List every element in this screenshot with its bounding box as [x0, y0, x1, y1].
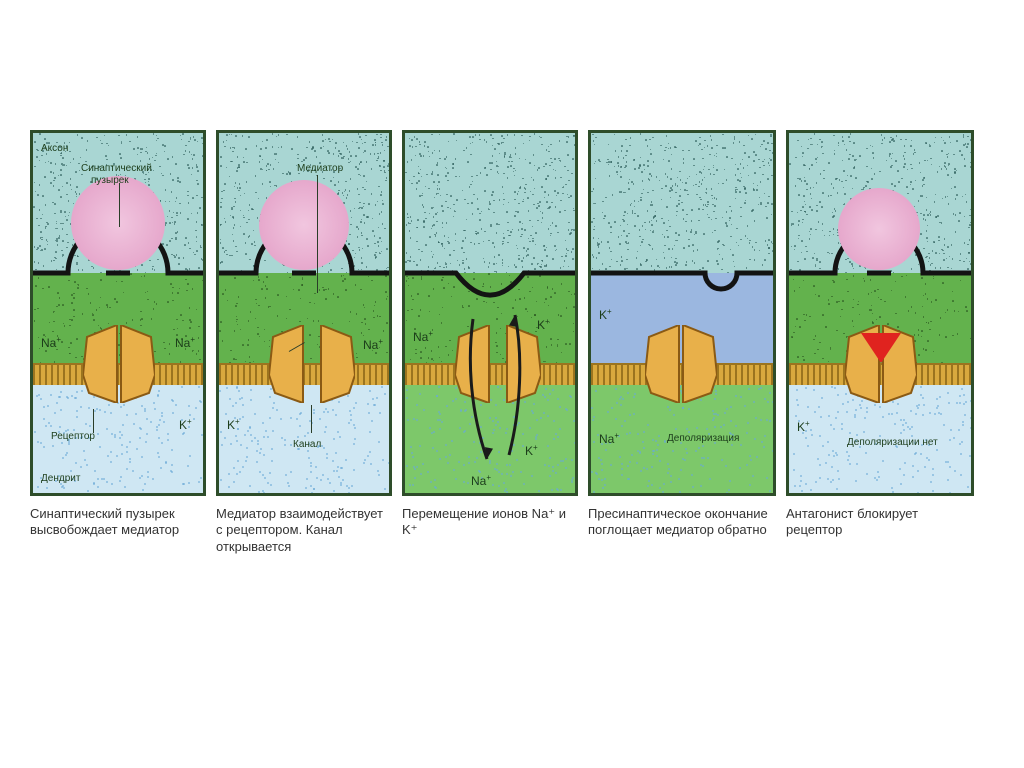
neurotransmitter — [330, 286, 348, 304]
neurotransmitter — [62, 282, 80, 300]
neurotransmitter — [815, 331, 831, 347]
neurotransmitter-vesicle — [880, 228, 894, 242]
neurotransmitter — [804, 294, 822, 312]
neurotransmitter-vesicle — [113, 243, 129, 259]
neurotransmitter-vesicle — [130, 244, 144, 258]
diagram-label: пузырек — [91, 175, 129, 186]
panel-frame: Аксон Синаптическийпузырек Na+ Na+ Рецептор K… — [30, 130, 206, 496]
neurotransmitter-vesicle — [95, 243, 111, 259]
diagram-label: Канал — [293, 439, 321, 450]
neurotransmitter — [826, 312, 844, 330]
receptor-channel — [269, 325, 355, 403]
neurotransmitter — [250, 284, 268, 302]
synaptic-vesicle-large — [674, 148, 744, 218]
neurotransmitter-vesicle — [316, 242, 330, 256]
diagram-label: Аксон — [41, 143, 68, 154]
panel-frame: K+ Na+ Деполяризация — [588, 130, 776, 496]
panel-frame: K+ Деполяризации нет — [786, 130, 974, 496]
synapse-diagram: Аксон Синаптическийпузырек Na+ Na+ Рецептор K… — [30, 130, 994, 555]
diagram-label: K+ — [599, 307, 612, 322]
neurotransmitter-vesicle — [872, 242, 886, 256]
neurotransmitter-vesicle — [848, 226, 862, 240]
neurotransmitter-vesicle — [102, 220, 120, 238]
diagram-label: Na+ — [41, 335, 61, 350]
diagram-label: Медиатор — [297, 163, 343, 174]
diagram-label: Рецептор — [51, 431, 95, 442]
diagram-label: Na+ — [413, 329, 433, 344]
panel-caption: Синаптический пузырек высвобождает медиа… — [30, 506, 200, 539]
diagram-label: Синаптический — [81, 163, 152, 174]
diagram-label: Na+ — [363, 337, 383, 352]
diagram-label: Na+ — [175, 335, 195, 350]
panel-caption: Пресинаптическое окончание поглощает мед… — [588, 506, 768, 539]
neurotransmitter — [677, 283, 697, 303]
neurotransmitter — [898, 300, 916, 318]
panel-frame: Медиатор Na+ K+ Канал — [216, 130, 392, 496]
panel-p4: K+ Na+ Деполяризация Пресинаптическое оконч… — [588, 130, 770, 539]
panel-p5: K+ Деполяризации нет Антагонист блокирует … — [786, 130, 968, 539]
receptor-channel — [645, 325, 717, 403]
neurotransmitter-vesicle — [84, 256, 98, 270]
neurotransmitter-vesicle — [863, 219, 879, 235]
neurotransmitter-vesicle — [273, 235, 289, 251]
panel-caption: Медиатор взаимодействует с рецептором. К… — [216, 506, 386, 555]
panel-caption: Перемещение ионов Na⁺ и K⁺ — [402, 506, 572, 539]
receptor-channel — [83, 325, 155, 403]
diagram-label: K+ — [525, 443, 538, 458]
neurotransmitter-vesicle — [120, 258, 134, 272]
neurotransmitter-vesicle — [854, 242, 868, 256]
diagram-label: K+ — [227, 417, 240, 432]
diagram-label: Na+ — [599, 431, 619, 446]
neurotransmitter — [874, 290, 892, 308]
panel-p1: Аксон Синаптическийпузырек Na+ Na+ Рецептор K… — [30, 130, 200, 539]
neurotransmitter-vesicle — [297, 229, 313, 245]
diagram-label: Дендрит — [41, 473, 80, 484]
neurotransmitter-vesicle — [863, 257, 875, 269]
diagram-label: K+ — [179, 417, 192, 432]
diagram-label: Деполяризация — [667, 433, 739, 444]
panel-caption: Антагонист блокирует рецептор — [786, 506, 966, 539]
panel-frame: Na+ K+ K+ Na+ — [402, 130, 578, 496]
diagram-label: K+ — [537, 317, 550, 332]
neurotransmitter-vesicle — [102, 258, 116, 272]
neurotransmitter-vesicle — [85, 227, 101, 243]
neurotransmitter — [922, 290, 940, 308]
diagram-label: Деполяризации нет — [847, 437, 938, 448]
panel-p3: Na+ K+ K+ Na+ Перемещение ионов Na⁺ и K⁺ — [402, 130, 572, 539]
neurotransmitter — [55, 309, 71, 325]
neurotransmitter-vesicle — [889, 241, 901, 253]
diagram-label: Na+ — [471, 473, 491, 488]
neurotransmitter — [90, 300, 108, 318]
neurotransmitter — [703, 295, 723, 315]
neurotransmitter — [931, 321, 947, 337]
antagonist-blocker — [861, 333, 901, 363]
neurotransmitter — [118, 286, 136, 304]
neurotransmitter — [145, 285, 161, 301]
neurotransmitter — [846, 290, 864, 308]
diagram-label: K+ — [797, 419, 810, 434]
panel-p2: Медиатор Na+ K+ Канал Медиатор взаимодейству… — [216, 130, 386, 555]
